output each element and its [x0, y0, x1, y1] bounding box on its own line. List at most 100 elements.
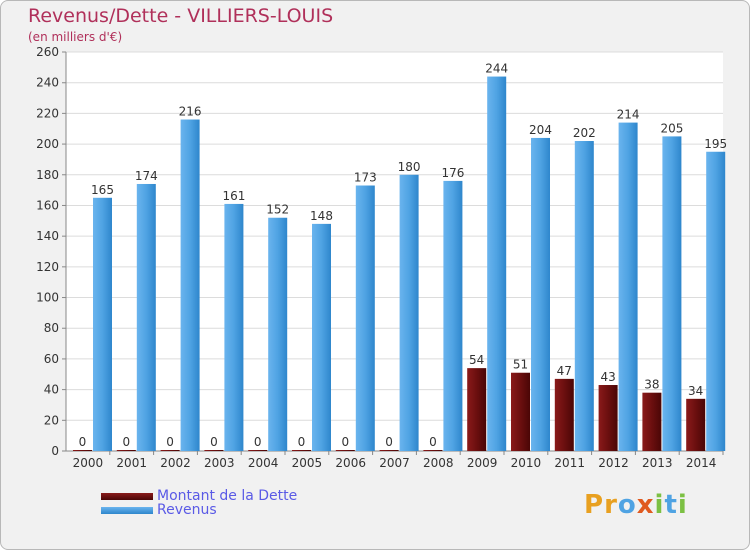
- x-tick-label: 2008: [423, 456, 454, 470]
- data-label-dette: 0: [254, 435, 262, 449]
- data-label-revenus: 165: [91, 183, 114, 197]
- legend-swatch-revenus: [101, 506, 153, 514]
- data-label-revenus: 148: [310, 209, 333, 223]
- data-label-dette: 0: [210, 435, 218, 449]
- bar-dette: [73, 450, 92, 451]
- bar-revenus: [618, 122, 638, 451]
- data-label-revenus: 205: [660, 121, 683, 135]
- data-label-dette: 51: [513, 358, 528, 372]
- bar-revenus: [180, 119, 200, 452]
- y-tick-label: 180: [36, 168, 59, 182]
- data-label-dette: 0: [79, 435, 87, 449]
- bar-dette: [379, 450, 399, 451]
- bar-dette: [467, 368, 487, 451]
- x-tick-label: 2004: [248, 456, 279, 470]
- bar-revenus: [268, 217, 288, 451]
- bar-dette: [116, 450, 136, 451]
- x-tick-label: 2002: [160, 456, 191, 470]
- data-label-revenus: 152: [266, 203, 289, 217]
- chart-title: Revenus/Dette - VILLIERS-LOUIS: [28, 5, 334, 27]
- data-label-revenus: 204: [529, 123, 552, 137]
- x-tick-label: 2006: [335, 456, 366, 470]
- x-tick-label: 2013: [642, 456, 673, 470]
- data-label-revenus: 176: [441, 166, 464, 180]
- bar-dette: [335, 450, 355, 451]
- y-tick-label: 220: [36, 106, 59, 120]
- y-tick-label: 100: [36, 291, 59, 305]
- x-tick-label: 2012: [598, 456, 629, 470]
- bar-dette: [642, 392, 662, 451]
- bar-dette: [598, 385, 618, 451]
- bar-dette: [686, 398, 706, 451]
- y-tick-label: 20: [44, 413, 59, 427]
- bar-dette: [204, 450, 224, 451]
- x-tick-label: 2011: [554, 456, 585, 470]
- x-tick-label: 2007: [379, 456, 410, 470]
- x-tick-label: 2005: [292, 456, 323, 470]
- bar-dette: [292, 450, 311, 451]
- x-tick-label: 2003: [204, 456, 235, 470]
- data-label-dette: 0: [298, 435, 306, 449]
- data-label-revenus: 161: [222, 189, 245, 203]
- x-tick-label: 2014: [686, 456, 717, 470]
- x-tick-label: 2001: [116, 456, 147, 470]
- data-label-revenus: 202: [573, 126, 596, 140]
- legend-item-revenus: Revenus: [101, 502, 217, 518]
- bar-revenus: [93, 197, 112, 451]
- data-label-dette: 43: [600, 370, 615, 384]
- data-label-revenus: 180: [398, 160, 421, 174]
- data-label-dette: 0: [429, 435, 437, 449]
- y-tick-label: 60: [44, 352, 59, 366]
- bar-revenus: [355, 185, 375, 451]
- data-label-dette: 38: [644, 378, 659, 392]
- bar-dette: [511, 372, 530, 451]
- data-label-dette: 0: [341, 435, 349, 449]
- x-tick-label: 2010: [511, 456, 542, 470]
- data-label-dette: 0: [385, 435, 393, 449]
- data-label-revenus: 244: [485, 62, 508, 76]
- y-tick-label: 0: [51, 444, 59, 458]
- bar-revenus: [224, 203, 244, 451]
- bar-dette: [160, 450, 180, 451]
- data-label-revenus: 173: [354, 171, 377, 185]
- legend-item-dette: Montant de la Dette: [101, 488, 298, 504]
- bar-dette: [423, 450, 443, 451]
- data-label-revenus: 216: [179, 105, 202, 119]
- bar-revenus: [531, 137, 550, 451]
- bar-revenus: [706, 151, 726, 451]
- bar-revenus: [574, 141, 594, 451]
- data-label-dette: 0: [166, 435, 174, 449]
- bar-dette: [554, 378, 574, 451]
- data-label-revenus: 195: [704, 137, 727, 151]
- y-tick-label: 260: [36, 45, 59, 59]
- y-tick-label: 80: [44, 321, 59, 335]
- data-label-dette: 0: [122, 435, 130, 449]
- y-tick-label: 160: [36, 198, 59, 212]
- legend-label-revenus: Revenus: [157, 502, 217, 518]
- legend-swatch-dette: [101, 492, 153, 500]
- data-label-dette: 34: [688, 384, 703, 398]
- chart-subtitle: (en milliers d'€): [28, 30, 123, 44]
- x-tick-label: 2000: [73, 456, 104, 470]
- y-tick-label: 120: [36, 260, 59, 274]
- bar-revenus: [487, 76, 507, 452]
- bar-revenus: [662, 136, 682, 451]
- plot-area: [66, 52, 723, 451]
- y-tick-label: 140: [36, 229, 59, 243]
- bar-revenus: [443, 180, 463, 451]
- bar-revenus: [136, 183, 156, 451]
- data-label-dette: 47: [557, 364, 572, 378]
- data-label-revenus: 174: [135, 169, 158, 183]
- y-tick-label: 240: [36, 76, 59, 90]
- legend-label-dette: Montant de la Dette: [157, 488, 298, 504]
- bar-revenus: [312, 223, 331, 451]
- data-label-dette: 54: [469, 353, 484, 367]
- proxiti-logo: Proxiti: [584, 490, 688, 520]
- bar-revenus: [399, 174, 419, 451]
- x-tick-label: 2009: [467, 456, 498, 470]
- y-tick-label: 40: [44, 383, 59, 397]
- y-tick-label: 200: [36, 137, 59, 151]
- bar-dette: [248, 450, 268, 451]
